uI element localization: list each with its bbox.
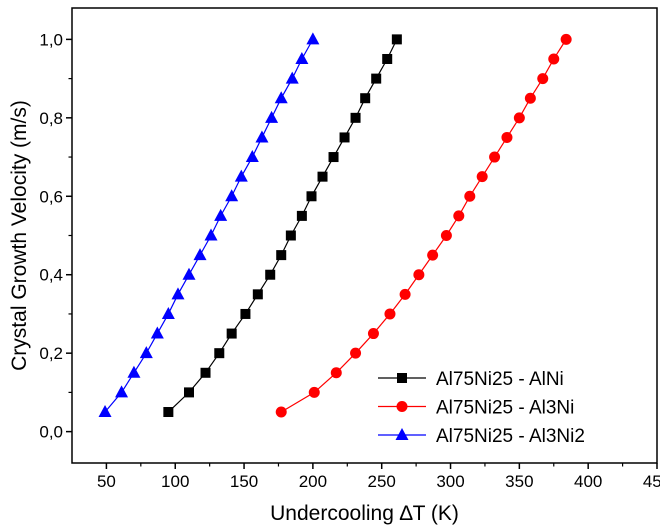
data-point	[399, 288, 411, 300]
data-point	[150, 326, 164, 339]
y-tick-label: 1,0	[39, 30, 63, 49]
data-point	[384, 308, 396, 320]
data-point	[285, 71, 299, 84]
data-point	[382, 53, 393, 64]
x-axis: 50 100 150 200 250 300 350 400 450	[97, 463, 660, 491]
data-point	[265, 110, 279, 123]
x-tick-label: 50	[97, 472, 116, 491]
data-point	[296, 210, 307, 221]
y-tick-label: 0,8	[39, 109, 63, 128]
x-tick-label: 150	[230, 472, 258, 491]
data-point	[476, 171, 488, 183]
legend-item: Al75Ni25 - AlNi	[378, 369, 564, 390]
data-point	[200, 367, 211, 378]
data-point	[453, 210, 465, 222]
data-point	[391, 34, 402, 45]
data-point	[245, 150, 259, 163]
data-point	[240, 308, 251, 319]
data-point	[317, 171, 328, 182]
data-point	[214, 208, 228, 221]
data-point	[464, 190, 476, 202]
data-point	[360, 93, 371, 104]
data-point	[265, 269, 276, 280]
data-point	[501, 131, 513, 143]
data-point	[276, 250, 287, 261]
data-point	[524, 92, 536, 104]
legend-label: Al75Ni25 - Al3Ni2	[436, 426, 585, 447]
legend-item: Al75Ni25 - Al3Ni	[378, 398, 574, 419]
series-3	[98, 32, 320, 418]
legend-label: Al75Ni25 - Al3Ni	[436, 398, 574, 419]
data-point	[367, 328, 379, 340]
data-point	[255, 130, 269, 143]
data-point	[371, 73, 382, 84]
x-tick-label: 300	[436, 472, 464, 491]
plot-frame	[71, 7, 658, 464]
y-tick-label: 0,4	[39, 266, 63, 285]
data-point	[330, 367, 342, 379]
data-point	[489, 151, 501, 163]
data-point	[339, 132, 350, 143]
x-tick-label: 200	[299, 472, 327, 491]
y-axis: 0,0 0,2 0,4 0,6 0,8 1,0	[39, 30, 72, 442]
series-2	[275, 33, 572, 418]
data-point	[285, 230, 296, 241]
x-tick-label: 350	[505, 472, 533, 491]
data-point	[115, 385, 129, 398]
y-tick-label: 0,2	[39, 344, 63, 363]
y-tick-label: 0,0	[39, 423, 63, 442]
data-point	[225, 189, 239, 202]
data-point	[184, 387, 194, 398]
data-point	[560, 33, 572, 45]
data-point	[513, 112, 525, 124]
legend-item: Al75Ni25 - Al3Ni2	[378, 426, 585, 447]
data-point	[350, 347, 362, 359]
data-point	[252, 289, 263, 300]
data-point	[163, 407, 174, 418]
data-point	[275, 406, 287, 418]
data-point	[139, 346, 153, 359]
data-point	[308, 386, 320, 398]
data-point	[350, 112, 361, 123]
x-axis-title: Undercooling ∆T (K)	[270, 502, 459, 525]
data-point	[306, 32, 320, 45]
data-point	[413, 269, 425, 281]
x-tick-label: 450	[643, 472, 660, 491]
data-point	[427, 249, 439, 261]
data-point	[193, 248, 207, 261]
series-line	[280, 39, 567, 413]
plot-area	[98, 32, 572, 418]
data-point	[537, 73, 549, 85]
data-point	[548, 53, 560, 65]
data-point	[234, 169, 248, 182]
series-1	[163, 34, 402, 418]
data-point	[440, 230, 452, 241]
data-point	[306, 191, 317, 202]
data-point	[98, 405, 112, 418]
y-tick-label: 0,6	[39, 187, 63, 206]
x-tick-label: 400	[574, 472, 602, 491]
y-axis-title: Crystal Growth Velocity (m/s)	[8, 100, 31, 371]
data-point	[295, 51, 309, 64]
data-point	[274, 91, 288, 104]
data-point	[204, 228, 218, 241]
data-point	[328, 152, 339, 163]
x-tick-label: 100	[161, 472, 189, 491]
legend: Al75Ni25 - AlNi Al75Ni25 - Al3Ni Al75Ni25 …	[378, 369, 585, 447]
legend-marker	[397, 373, 407, 383]
data-point	[127, 365, 141, 378]
data-point	[182, 267, 196, 280]
data-point	[161, 306, 175, 319]
x-tick-label: 250	[368, 472, 396, 491]
data-point	[226, 328, 237, 339]
data-point	[214, 348, 225, 359]
legend-marker	[395, 428, 409, 440]
data-point	[171, 287, 185, 300]
legend-label: Al75Ni25 - AlNi	[436, 369, 564, 390]
legend-marker	[396, 401, 408, 412]
